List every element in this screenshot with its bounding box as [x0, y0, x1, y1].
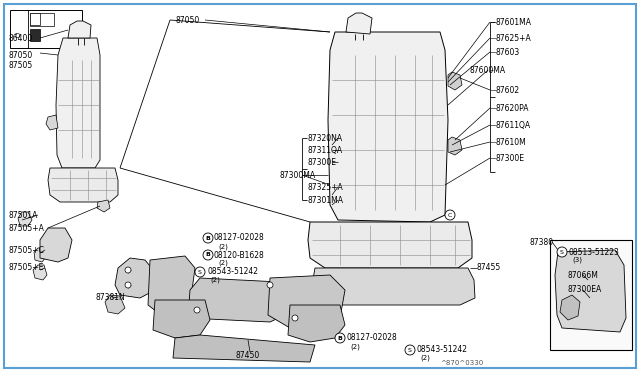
Polygon shape: [288, 305, 345, 342]
Text: 87380: 87380: [530, 237, 554, 247]
Text: 87505+E: 87505+E: [8, 263, 44, 273]
Circle shape: [203, 250, 213, 260]
Polygon shape: [105, 295, 125, 314]
Text: B: B: [205, 253, 211, 257]
Text: (2): (2): [218, 260, 228, 266]
Text: 87505: 87505: [8, 61, 32, 70]
Polygon shape: [555, 250, 626, 332]
Text: 87300E: 87300E: [308, 157, 337, 167]
Text: 87300E: 87300E: [496, 154, 525, 163]
Circle shape: [292, 315, 298, 321]
Polygon shape: [268, 275, 345, 330]
Polygon shape: [448, 137, 462, 155]
Text: 87311QA: 87311QA: [308, 145, 343, 154]
Text: (2): (2): [218, 244, 228, 250]
Polygon shape: [115, 258, 155, 298]
Bar: [10, 10, 82, 48]
Text: 87601MA: 87601MA: [496, 17, 532, 26]
Circle shape: [335, 333, 345, 343]
Polygon shape: [328, 32, 448, 222]
Circle shape: [125, 267, 131, 273]
Text: 87505+C: 87505+C: [8, 246, 44, 254]
Bar: [30, 13, 54, 26]
Text: 87301MA: 87301MA: [308, 196, 344, 205]
Text: S: S: [198, 269, 202, 275]
Text: 87320NA: 87320NA: [308, 134, 343, 142]
Polygon shape: [97, 200, 110, 212]
Polygon shape: [308, 222, 472, 268]
Text: 87300MA: 87300MA: [280, 170, 316, 180]
Polygon shape: [153, 300, 210, 338]
Polygon shape: [40, 228, 72, 262]
Polygon shape: [560, 295, 580, 320]
Text: 08120-B1628: 08120-B1628: [214, 250, 265, 260]
Bar: [30, 13, 40, 25]
Text: (2): (2): [210, 277, 220, 283]
Text: 87325+A: 87325+A: [308, 183, 344, 192]
Text: 87050: 87050: [8, 51, 32, 60]
Text: 87603: 87603: [496, 48, 520, 57]
Text: (2): (2): [420, 355, 430, 361]
Text: 87450: 87450: [235, 350, 259, 359]
Text: 87066M: 87066M: [568, 270, 599, 279]
Text: 87620PA: 87620PA: [496, 103, 529, 112]
Text: 87381N: 87381N: [95, 292, 125, 301]
Polygon shape: [346, 13, 372, 34]
Text: ^870^0330: ^870^0330: [440, 360, 483, 366]
Text: D: D: [14, 33, 19, 39]
Polygon shape: [34, 248, 46, 262]
Text: 08543-51242: 08543-51242: [417, 346, 468, 355]
Text: S: S: [408, 347, 412, 353]
Polygon shape: [188, 278, 290, 322]
Text: 08543-51242: 08543-51242: [207, 267, 258, 276]
Bar: [30, 29, 40, 41]
Text: 87050: 87050: [175, 16, 199, 25]
Text: 87602: 87602: [496, 86, 520, 94]
Text: 87611QA: 87611QA: [496, 121, 531, 129]
Polygon shape: [448, 72, 462, 90]
Text: 87625+A: 87625+A: [496, 33, 532, 42]
Text: 86400: 86400: [8, 33, 32, 42]
Text: 08513-51223: 08513-51223: [569, 247, 620, 257]
Circle shape: [445, 210, 455, 220]
Text: 87300EA: 87300EA: [568, 285, 602, 295]
Text: 87505+A: 87505+A: [8, 224, 44, 232]
Polygon shape: [312, 268, 475, 305]
Text: 08127-02028: 08127-02028: [214, 232, 265, 241]
Circle shape: [267, 282, 273, 288]
Text: 87600MA: 87600MA: [470, 65, 506, 74]
Polygon shape: [18, 212, 32, 226]
Text: 87501A: 87501A: [8, 211, 37, 219]
Circle shape: [194, 307, 200, 313]
Polygon shape: [48, 168, 118, 202]
Text: B: B: [205, 235, 211, 241]
Circle shape: [125, 282, 131, 288]
Text: 87455: 87455: [477, 263, 501, 273]
Polygon shape: [33, 265, 47, 280]
Polygon shape: [173, 335, 315, 362]
Text: 08127-02028: 08127-02028: [347, 333, 397, 341]
Circle shape: [405, 345, 415, 355]
Circle shape: [195, 267, 205, 277]
Text: C: C: [448, 212, 452, 218]
Text: (2): (2): [350, 344, 360, 350]
Polygon shape: [68, 21, 91, 38]
Text: 87610M: 87610M: [496, 138, 527, 147]
Text: (3): (3): [572, 257, 582, 263]
Polygon shape: [46, 115, 58, 130]
Text: B: B: [337, 336, 342, 340]
Text: S: S: [560, 250, 564, 254]
Polygon shape: [56, 38, 100, 168]
Bar: [550, 240, 632, 350]
Polygon shape: [148, 256, 195, 318]
Circle shape: [203, 233, 213, 243]
Circle shape: [557, 247, 567, 257]
